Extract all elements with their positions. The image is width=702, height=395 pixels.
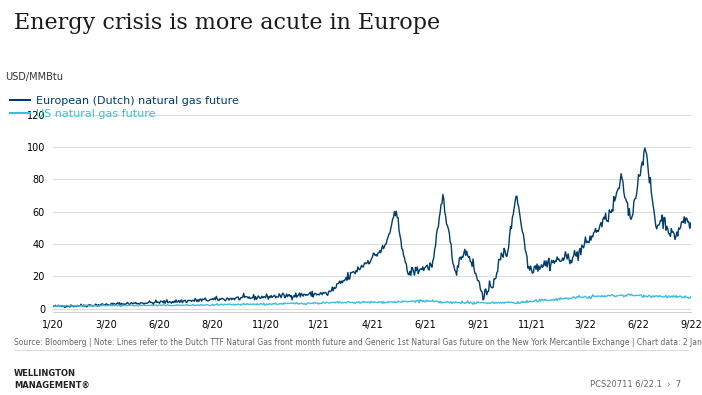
Text: Energy crisis is more acute in Europe: Energy crisis is more acute in Europe	[14, 12, 440, 34]
Text: MANAGEMENT®: MANAGEMENT®	[14, 381, 90, 390]
Text: PCS20711 6/22.1  ›  7: PCS20711 6/22.1 › 7	[590, 379, 681, 388]
Text: Source: Bloomberg | Note: Lines refer to the Dutch TTF Natural Gas front month f: Source: Bloomberg | Note: Lines refer to…	[14, 338, 702, 347]
Legend: European (Dutch) natural gas future, US natural gas future: European (Dutch) natural gas future, US …	[11, 96, 239, 119]
Text: USD/MMBtu: USD/MMBtu	[5, 72, 62, 82]
Text: WELLINGTON: WELLINGTON	[14, 369, 76, 378]
